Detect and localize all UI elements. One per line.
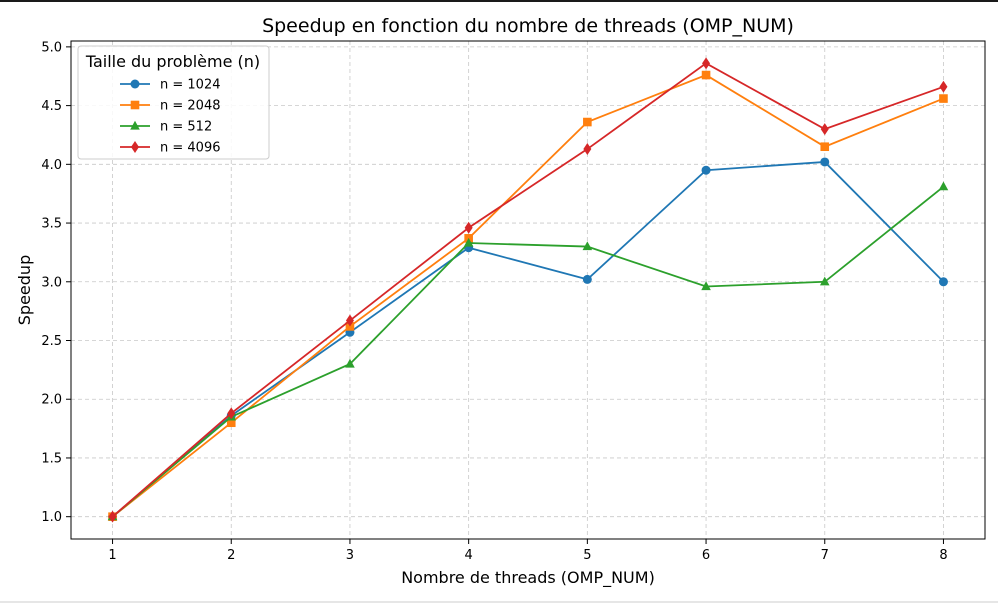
series-layer [107,57,949,523]
data-point [226,418,236,428]
y-tick-label: 3.5 [41,217,62,232]
plot-frame [70,40,986,540]
legend-marker [131,141,139,153]
data-point [701,165,711,175]
series-line [111,185,945,518]
x-tick-label: 5 [583,548,591,563]
series-2 [107,181,949,521]
legend-item: n = 2048 [120,99,220,114]
y-tick-label: 2.5 [41,334,62,349]
data-point [939,94,948,103]
x-tick-label: 1 [108,548,116,563]
legend-marker [130,79,140,89]
data-point [582,274,592,284]
y-tick-label: 1.0 [41,510,62,525]
data-point [464,221,473,234]
x-tick-label: 3 [346,548,354,563]
data-point [582,241,593,251]
legend-label: n = 1024 [160,78,220,93]
legend-label: n = 512 [160,120,212,135]
data-point [820,123,829,136]
data-point [938,181,949,191]
x-tick-label: 4 [465,548,473,563]
data-point [345,358,355,368]
series-3 [108,57,948,523]
data-point [820,157,830,167]
y-tick-label: 3.0 [41,275,62,290]
x-tick-label: 8 [939,548,947,563]
series-line [111,161,945,518]
data-point [463,237,474,247]
data-point [701,70,711,80]
y-tick-label: 2.0 [41,393,62,408]
legend-marker [130,100,140,110]
data-point [939,80,948,93]
y-tick-label: 4.0 [41,158,62,173]
x-tick-label: 7 [821,548,829,563]
legend-label: n = 4096 [160,141,220,156]
top-border [0,0,998,2]
legend-item: n = 4096 [120,141,220,156]
data-point [820,142,830,152]
y-tick-label: 1.5 [41,451,62,466]
legend-items: n = 1024 n = 2048 n = 512 n = 4096 [120,78,220,156]
x-axis-label: Nombre de threads (OMP_NUM) [401,568,655,588]
x-tick-label: 6 [702,548,710,563]
y-axis-label: Speedup [15,255,34,325]
series-line [111,62,944,518]
data-point [702,57,711,70]
chart-title: Speedup en fonction du nombre de threads… [262,15,794,37]
legend-marker [130,120,140,130]
data-point [227,407,236,420]
series-0 [108,157,948,522]
data-point [938,277,948,287]
data-point [108,510,117,523]
legend-label: n = 2048 [160,99,220,114]
grid [71,41,985,539]
data-point [583,117,592,127]
y-tick-label: 4.5 [41,99,62,114]
axis-ticks: 1 2 3 4 5 6 7 8 1.0 1.5 2.0 2.5 3.0 3.5 4.0 4.5 5.0 [41,40,947,563]
data-point [819,276,830,286]
data-point [701,281,711,291]
series-line [111,74,944,518]
y-tick-label: 5.0 [41,40,62,55]
legend-box [77,45,270,160]
legend-title: Taille du problème (n) [85,52,260,71]
bottom-border [0,601,998,603]
x-tick-label: 2 [227,548,235,563]
legend-item: n = 512 [120,120,212,135]
legend-item: n = 1024 [120,78,220,93]
data-point [345,314,354,327]
data-point [583,143,592,156]
